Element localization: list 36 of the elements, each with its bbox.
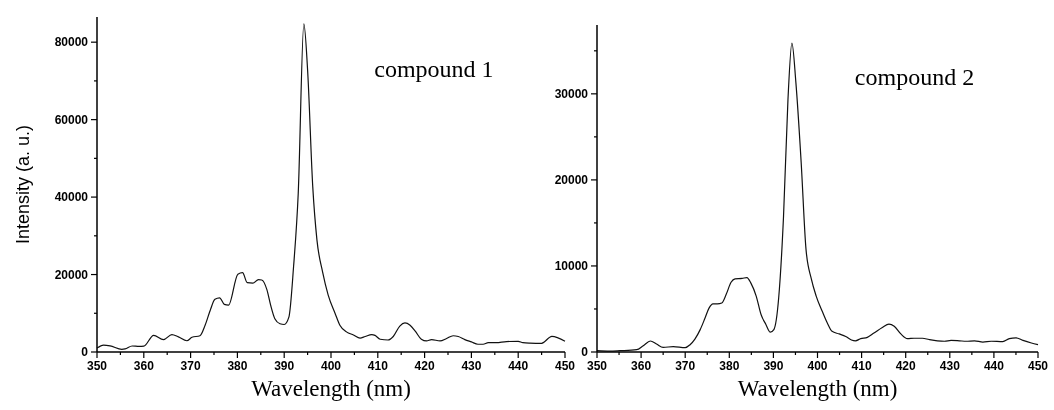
y-tick-label: 40000	[54, 190, 89, 205]
x-tick-label: 360	[631, 359, 652, 373]
annotation: compound 1	[374, 56, 494, 82]
x-tick-label: 450	[554, 359, 576, 373]
y-tick-label: 20000	[554, 172, 589, 187]
x-tick-label: 440	[983, 359, 1005, 373]
y-axis-title: Intensity (a. u.)	[13, 124, 33, 245]
x-tick-label: 380	[227, 359, 248, 373]
x-tick-label: 390	[763, 359, 784, 373]
x-axis-title: Wavelength (nm)	[737, 376, 898, 401]
x-tick-label: 400	[320, 359, 342, 373]
x-tick-label: 380	[719, 359, 740, 373]
x-tick-label: 420	[895, 359, 917, 373]
x-tick-label: 370	[180, 359, 201, 373]
y-tick-label: 0	[581, 345, 589, 359]
x-tick-label: 410	[851, 359, 872, 373]
x-tick-label: 440	[508, 359, 529, 373]
x-tick-label: 390	[274, 359, 295, 373]
x-tick-label: 350	[86, 359, 108, 373]
x-tick-label: 360	[133, 359, 155, 373]
annotation: compound 2	[854, 64, 975, 90]
x-tick-label: 430	[461, 359, 482, 373]
x-tick-label: 400	[807, 359, 828, 373]
y-tick-label: 30000	[554, 86, 589, 101]
y-tick-label: 20000	[54, 267, 89, 282]
x-axis-title: Wavelength (nm)	[251, 376, 411, 401]
y-tick-label: 0	[81, 345, 89, 359]
y-tick-label: 60000	[54, 112, 89, 127]
x-tick-label: 370	[675, 359, 696, 373]
y-tick-label: 10000	[554, 258, 589, 273]
x-tick-label: 450	[1027, 359, 1049, 373]
x-tick-label: 350	[586, 359, 608, 373]
x-tick-label: 410	[367, 359, 389, 373]
y-tick-label: 80000	[54, 35, 89, 50]
x-tick-label: 420	[414, 359, 435, 373]
x-tick-label: 430	[939, 359, 961, 373]
